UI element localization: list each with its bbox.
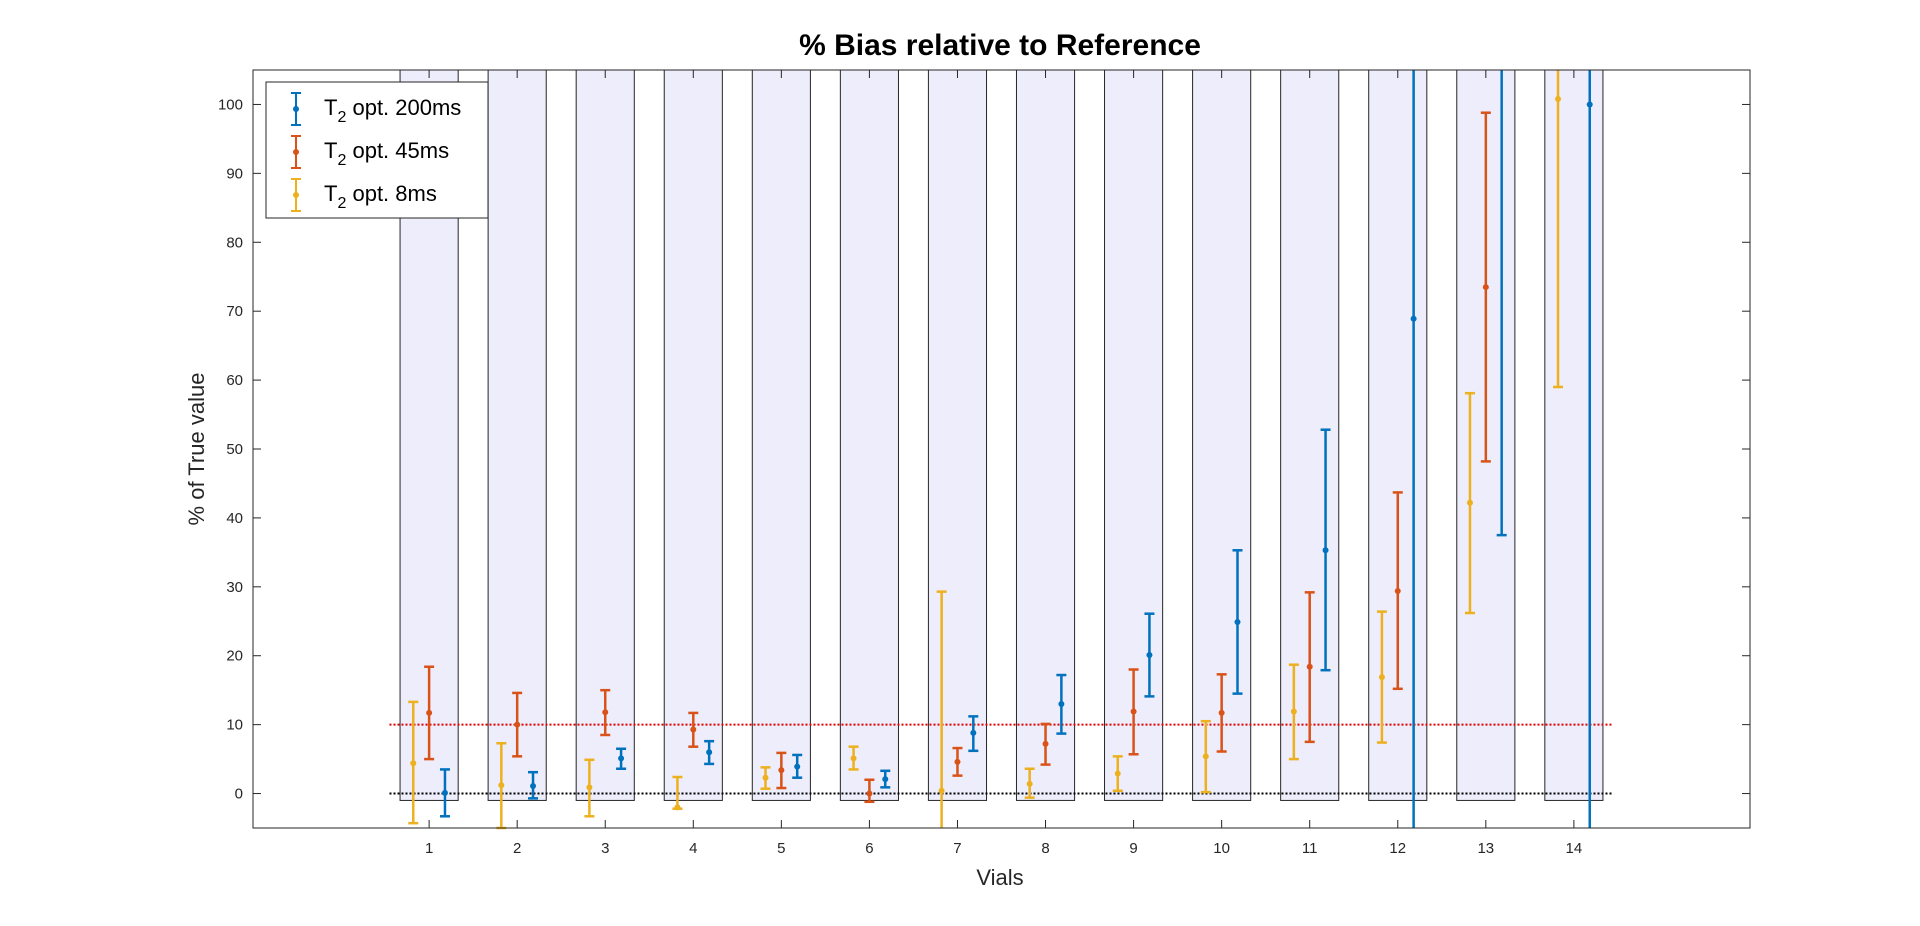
data-point: [1466, 499, 1473, 506]
data-point: [1130, 708, 1137, 715]
data-point: [866, 790, 873, 797]
data-point: [1410, 315, 1417, 322]
x-tick-label: 3: [601, 840, 609, 857]
y-axis: 0 10 20 30 40 50 60 70 80 90 100: [218, 96, 1750, 803]
data-point: [1322, 547, 1329, 554]
legend: T2 opt. 200ms T2 opt. 45ms T2 opt. 8ms: [265, 81, 489, 219]
data-point: [426, 709, 433, 716]
x-tick-label: 8: [1041, 840, 1049, 857]
data-point: [1146, 652, 1153, 659]
x-tick-label: 10: [1213, 840, 1230, 857]
y-tick-label: 100: [218, 96, 243, 113]
legend-marker-dot: [293, 149, 299, 155]
data-point: [586, 784, 593, 791]
x-tick-label: 6: [865, 840, 873, 857]
data-point: [1042, 740, 1049, 747]
vial-band: [1544, 69, 1604, 801]
y-tick-label: 50: [226, 441, 243, 458]
x-tick-label: 5: [777, 840, 785, 857]
reference-lines: [389, 723, 1614, 795]
data-point: [1202, 753, 1209, 760]
y-axis-label: % of True value: [184, 373, 209, 526]
legend-entry-label: T2 opt. 200ms: [324, 95, 461, 126]
vial-band: [1368, 69, 1428, 801]
data-point: [1218, 709, 1225, 716]
data-point: [954, 758, 961, 765]
y-tick-label: 20: [226, 648, 243, 665]
data-point: [706, 749, 713, 756]
legend-marker-dot: [293, 106, 299, 112]
series-layer: [408, 70, 1593, 830]
x-tick-label: 7: [953, 840, 961, 857]
data-point: [498, 782, 505, 789]
legend-marker-dot: [293, 192, 299, 198]
data-point: [530, 782, 537, 789]
vial-band: [1015, 69, 1076, 801]
y-tick-label: 0: [235, 786, 243, 803]
data-point: [690, 726, 697, 733]
data-point: [1306, 663, 1313, 670]
x-tick-label: 13: [1477, 840, 1494, 857]
data-point: [1058, 700, 1065, 707]
data-point: [1555, 95, 1562, 102]
legend-box: [265, 81, 489, 219]
y-tick-label: 60: [226, 372, 243, 389]
y-tick-label: 80: [226, 234, 243, 251]
vial-bands: [399, 69, 1604, 801]
data-point: [970, 729, 977, 736]
data-point: [794, 763, 801, 770]
data-point: [618, 755, 625, 762]
data-point: [1026, 780, 1033, 787]
data-point: [1114, 770, 1121, 777]
data-point: [1482, 284, 1489, 291]
data-point: [674, 804, 681, 811]
y-tick-label: 30: [226, 579, 243, 596]
data-point: [514, 721, 521, 728]
x-tick-label: 4: [689, 840, 697, 857]
data-point: [441, 789, 448, 796]
vial-band: [663, 69, 723, 801]
series-t2-opt-200ms: [439, 70, 1593, 828]
data-point: [762, 774, 769, 781]
x-tick-label: 9: [1129, 840, 1137, 857]
data-point: [1394, 587, 1401, 594]
data-point: [778, 767, 785, 774]
vial-band: [927, 69, 988, 801]
data-point: [1290, 708, 1297, 715]
data-point: [410, 760, 417, 767]
vial-band: [839, 69, 899, 801]
data-point: [850, 755, 857, 762]
x-tick-label: 2: [513, 840, 521, 857]
series-t2-opt-8ms: [408, 70, 1564, 830]
series-t2-opt-45ms: [424, 111, 1491, 804]
y-tick-label: 90: [226, 165, 243, 182]
x-tick-label: 11: [1302, 840, 1318, 857]
x-axis: 1 2 3 4 5 6 7 8 9 10 11 12 13 14: [425, 70, 1582, 857]
x-tick-label: 12: [1389, 840, 1406, 857]
x-tick-label: 1: [425, 840, 433, 857]
vial-band: [751, 69, 811, 801]
y-tick-label: 70: [226, 303, 243, 320]
data-point: [602, 709, 609, 716]
data-point: [1378, 674, 1385, 681]
x-tick-label: 14: [1566, 840, 1583, 857]
y-tick-label: 10: [226, 717, 243, 734]
legend-entry-label: T2 opt. 8ms: [324, 181, 437, 212]
data-point: [1234, 618, 1241, 625]
x-axis-label: Vials: [976, 865, 1023, 890]
vial-band: [487, 69, 547, 801]
data-point: [882, 776, 889, 783]
y-tick-label: 40: [226, 510, 243, 527]
data-point: [1586, 101, 1593, 108]
chart-title: % Bias relative to Reference: [799, 29, 1201, 62]
legend-entry-label: T2 opt. 45ms: [324, 138, 449, 169]
data-point: [938, 787, 945, 794]
vial-band: [575, 69, 635, 801]
